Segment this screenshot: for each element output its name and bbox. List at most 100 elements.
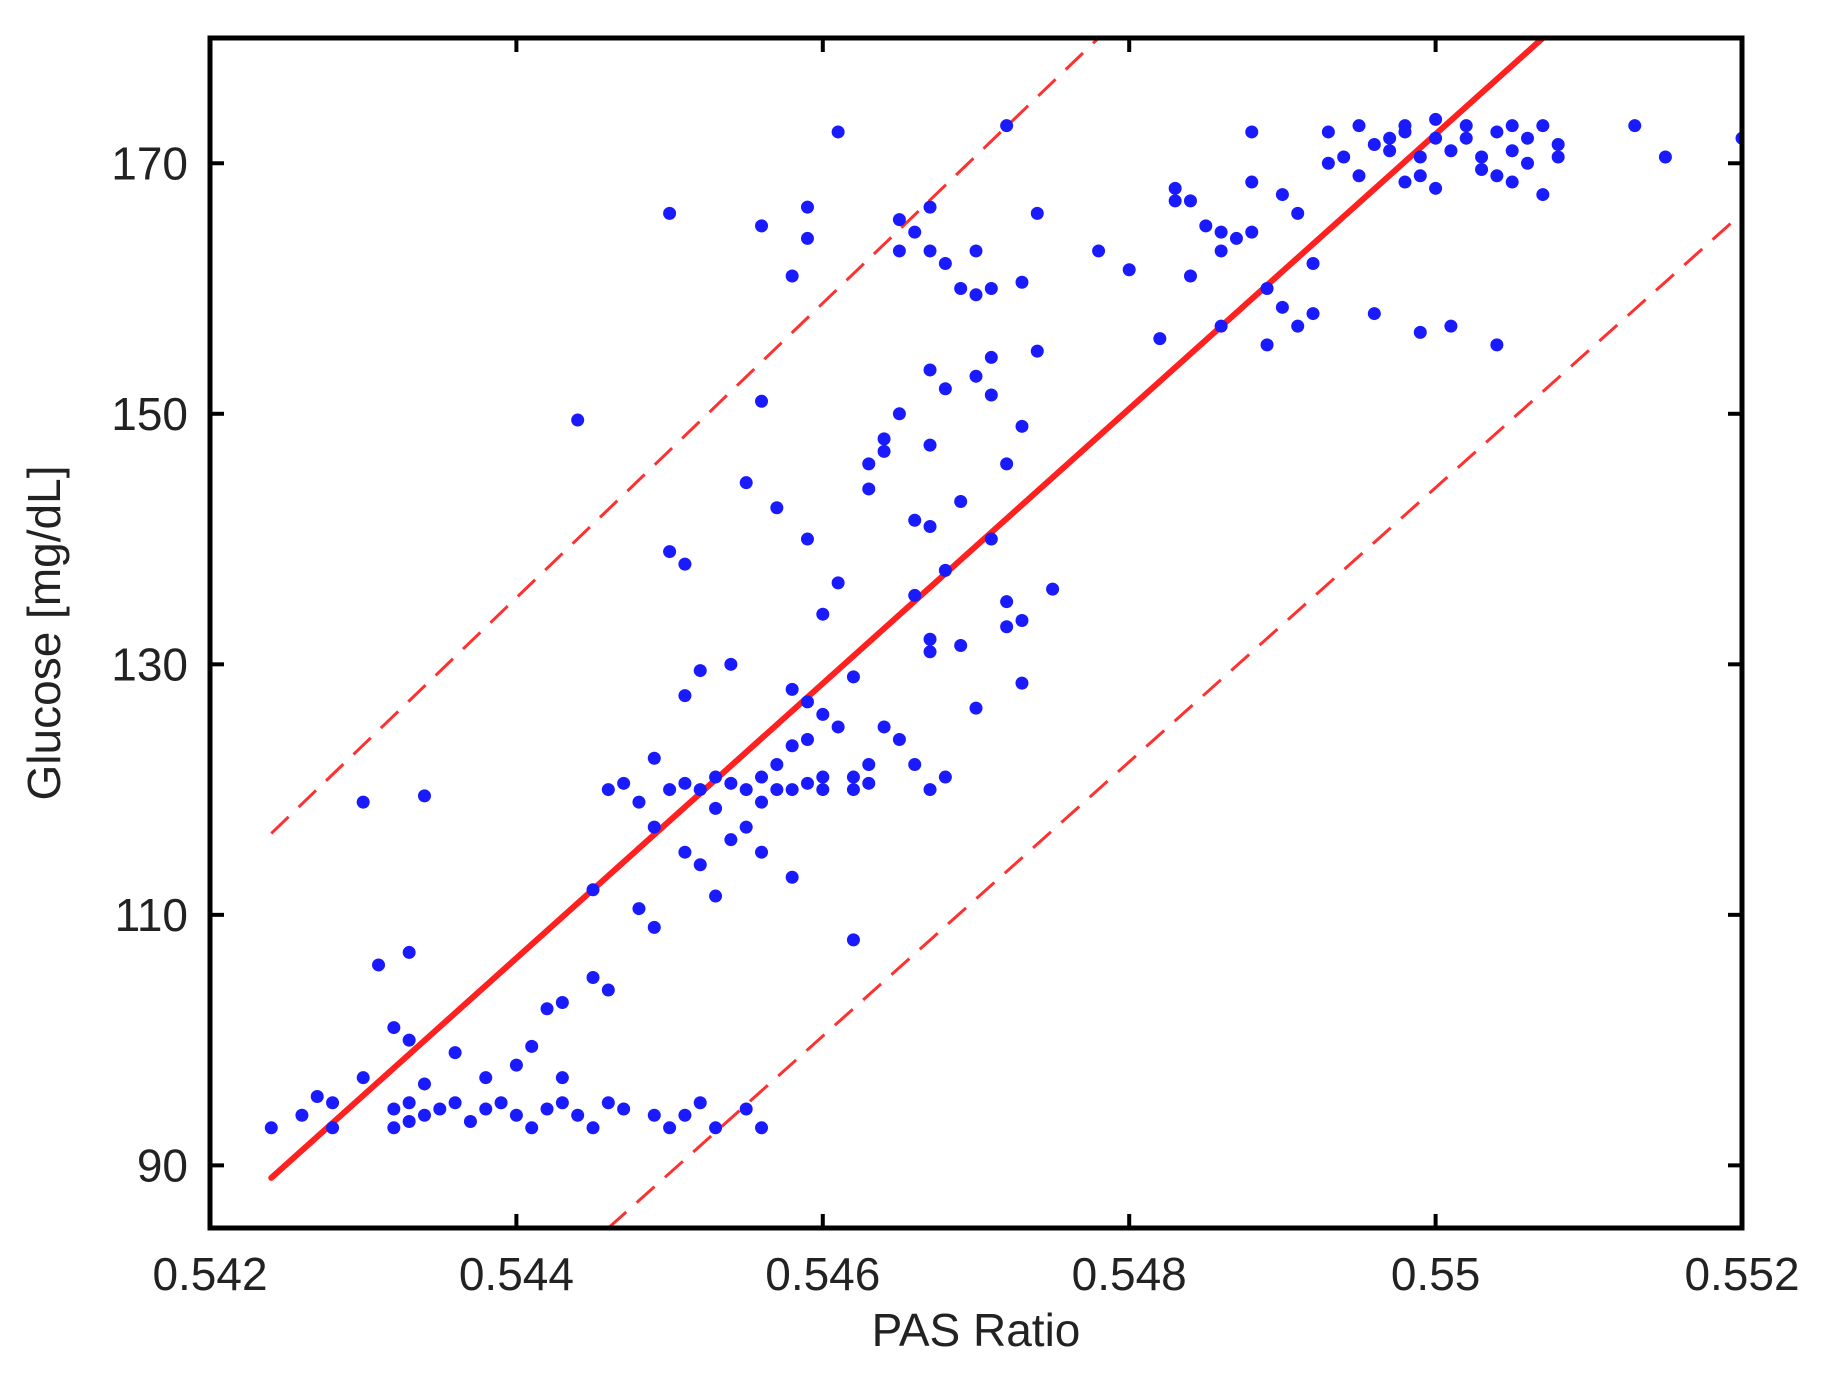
data-point bbox=[1429, 181, 1443, 195]
lower-bound-line bbox=[607, 212, 1742, 1228]
data-point bbox=[617, 1102, 631, 1116]
data-point bbox=[525, 1121, 539, 1135]
data-point bbox=[785, 783, 799, 797]
data-point bbox=[387, 1121, 401, 1135]
x-tick-label: 0.548 bbox=[1072, 1248, 1187, 1300]
data-point bbox=[923, 244, 937, 258]
data-point bbox=[908, 225, 922, 239]
data-point bbox=[739, 1102, 753, 1116]
data-point bbox=[1505, 144, 1519, 158]
data-point bbox=[1536, 119, 1550, 133]
data-point bbox=[647, 751, 661, 765]
y-tick-label: 90 bbox=[137, 1139, 188, 1191]
data-point bbox=[954, 282, 968, 296]
data-point bbox=[1046, 582, 1060, 596]
y-tick-label: 150 bbox=[111, 388, 188, 440]
data-point bbox=[1321, 125, 1335, 139]
data-point bbox=[448, 1046, 462, 1060]
data-point bbox=[601, 783, 615, 797]
data-point bbox=[923, 363, 937, 377]
data-point bbox=[984, 350, 998, 364]
plot-frame bbox=[207, 35, 1745, 1231]
data-point bbox=[1459, 119, 1473, 133]
data-point bbox=[586, 883, 600, 897]
data-point bbox=[1214, 244, 1228, 258]
data-point bbox=[877, 720, 891, 734]
data-point bbox=[264, 1121, 278, 1135]
data-point bbox=[892, 213, 906, 227]
data-point bbox=[1352, 119, 1366, 133]
data-point bbox=[755, 795, 769, 809]
data-point bbox=[1475, 163, 1489, 177]
data-point bbox=[1245, 225, 1259, 239]
data-point bbox=[647, 1108, 661, 1122]
data-point bbox=[663, 206, 677, 220]
data-point bbox=[479, 1071, 493, 1085]
data-point bbox=[846, 670, 860, 684]
data-point bbox=[923, 783, 937, 797]
data-point bbox=[448, 1096, 462, 1110]
data-point bbox=[1000, 595, 1014, 609]
data-point bbox=[326, 1096, 340, 1110]
data-point bbox=[862, 758, 876, 772]
data-point bbox=[402, 1115, 416, 1129]
data-point bbox=[525, 1039, 539, 1053]
data-point bbox=[923, 645, 937, 659]
data-point bbox=[1352, 169, 1366, 183]
data-point bbox=[1444, 319, 1458, 333]
data-point bbox=[709, 770, 723, 784]
data-point bbox=[831, 576, 845, 590]
data-point bbox=[831, 720, 845, 734]
data-point bbox=[1245, 175, 1259, 189]
data-point bbox=[1521, 156, 1535, 170]
data-point bbox=[969, 701, 983, 715]
data-point bbox=[1122, 263, 1136, 277]
data-point bbox=[1015, 613, 1029, 627]
data-point bbox=[1000, 457, 1014, 471]
data-point bbox=[984, 282, 998, 296]
data-point bbox=[1214, 319, 1228, 333]
data-point bbox=[1459, 131, 1473, 145]
data-point bbox=[387, 1021, 401, 1035]
data-point bbox=[1260, 282, 1274, 296]
data-point bbox=[678, 776, 692, 790]
data-point bbox=[800, 695, 814, 709]
data-point bbox=[800, 532, 814, 546]
data-point bbox=[1245, 125, 1259, 139]
data-point bbox=[1000, 119, 1014, 133]
data-point bbox=[417, 1108, 431, 1122]
data-point bbox=[693, 1096, 707, 1110]
data-point bbox=[877, 432, 891, 446]
data-point bbox=[601, 1096, 615, 1110]
upper-bound-line bbox=[270, 38, 1100, 835]
data-point bbox=[509, 1058, 523, 1072]
data-point bbox=[755, 394, 769, 408]
data-point bbox=[739, 476, 753, 490]
data-point bbox=[831, 125, 845, 139]
data-point bbox=[1092, 244, 1106, 258]
data-point bbox=[862, 457, 876, 471]
y-tick-label: 110 bbox=[115, 889, 188, 941]
data-point bbox=[1306, 307, 1320, 321]
data-point bbox=[1306, 256, 1320, 270]
confidence-bounds bbox=[270, 38, 1742, 1228]
x-tick-label: 0.55 bbox=[1391, 1248, 1481, 1300]
data-point bbox=[1030, 344, 1044, 358]
data-point bbox=[632, 795, 646, 809]
data-point bbox=[433, 1102, 447, 1116]
data-point bbox=[1275, 300, 1289, 314]
data-point bbox=[1505, 119, 1519, 133]
data-point bbox=[785, 682, 799, 696]
x-tick-label: 0.546 bbox=[765, 1248, 880, 1300]
data-point bbox=[846, 770, 860, 784]
data-point bbox=[877, 444, 891, 458]
data-point bbox=[969, 369, 983, 383]
data-point bbox=[295, 1108, 309, 1122]
data-point bbox=[417, 1077, 431, 1091]
data-point bbox=[1183, 269, 1197, 283]
data-point bbox=[356, 795, 370, 809]
data-point bbox=[1521, 131, 1535, 145]
data-point bbox=[1413, 325, 1427, 339]
x-tick-label: 0.544 bbox=[459, 1248, 574, 1300]
